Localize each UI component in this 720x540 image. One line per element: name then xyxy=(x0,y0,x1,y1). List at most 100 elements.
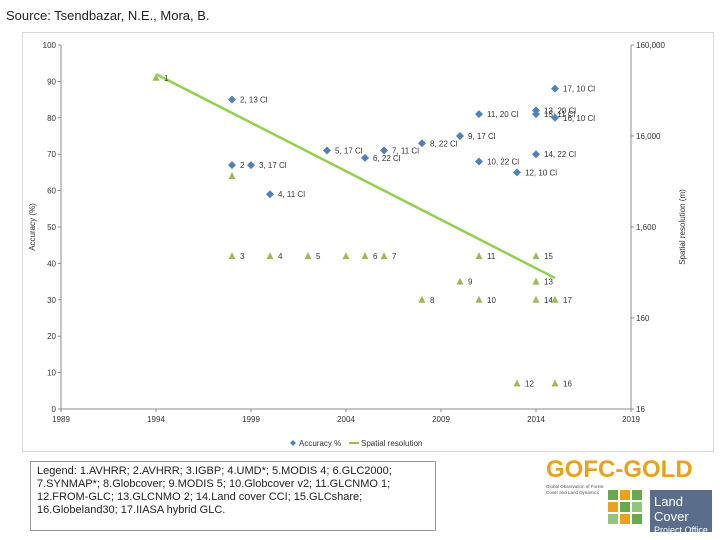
y-tick-label-left: 10 xyxy=(47,369,56,378)
y-tick-label-left: 40 xyxy=(47,259,56,268)
chart-area: 0 10 20 30 40 50 60 70 80 90 100 16 160 1,600 16,000 16… xyxy=(22,32,714,452)
accuracy-resolution-chart: 0102030405060708090100161601,60016,00016… xyxy=(28,41,687,448)
source-citation: Source: Tsendbazar, N.E., Mora, B. xyxy=(6,8,210,23)
accuracy-point-label: 15, 11 Cl xyxy=(544,110,576,119)
x-tick-label: 2009 xyxy=(432,415,450,424)
logo-band: Land Cover Project Office xyxy=(650,490,712,535)
accuracy-point-label: 16, 10 Cl xyxy=(563,114,595,123)
accuracy-point xyxy=(228,161,236,170)
spatial-resolution-point xyxy=(228,172,236,180)
spatial-resolution-point xyxy=(342,252,350,260)
y-tick-label-left: 0 xyxy=(52,405,57,414)
logo-band-line2: Project Office xyxy=(654,525,708,535)
leaf-grid-icon xyxy=(608,490,642,524)
logo-title: GOFC-GOLD xyxy=(546,456,693,483)
y-tick-label-left: 90 xyxy=(47,77,56,86)
spatial-resolution-point xyxy=(418,295,426,303)
spatial-resolution-point xyxy=(475,295,483,303)
spatial-point-label: 12 xyxy=(525,380,534,389)
accuracy-point xyxy=(456,132,464,140)
y-tick-label-right: 160 xyxy=(636,314,650,323)
spatial-point-label: 8 xyxy=(430,296,435,305)
y-tick-label-right: 160,000 xyxy=(636,41,665,50)
accuracy-point-label: 12, 10 Cl xyxy=(525,168,557,177)
logo-band-line1: Land Cover xyxy=(654,494,689,524)
accuracy-point xyxy=(228,95,236,104)
spatial-resolution-point xyxy=(266,252,274,260)
spatial-resolution-point xyxy=(361,252,369,260)
spatial-resolution-point xyxy=(513,379,521,387)
x-tick-label: 1994 xyxy=(147,415,165,424)
accuracy-point xyxy=(418,139,426,148)
legend-spatial-label: Spatial resolution xyxy=(361,439,422,448)
spatial-point-label: 1 xyxy=(164,74,169,83)
spatial-resolution-point xyxy=(532,252,540,260)
spatial-resolution-point xyxy=(228,252,236,260)
x-tick-label: 1999 xyxy=(242,415,260,424)
accuracy-point-label: 2 xyxy=(240,161,245,170)
y-tick-label-right: 16,000 xyxy=(636,132,661,141)
spatial-resolution-point xyxy=(456,277,464,285)
y-tick-label-left: 20 xyxy=(47,332,56,341)
y-tick-label-left: 100 xyxy=(43,41,57,50)
y-axis-title-right: Spatial resolution (m) xyxy=(678,189,687,265)
x-tick-label: 2014 xyxy=(527,415,545,424)
spatial-point-label: 7 xyxy=(392,252,397,261)
y-tick-label-right: 16 xyxy=(636,405,645,414)
trendline xyxy=(155,73,556,280)
accuracy-point-label: 11, 20 Cl xyxy=(487,110,519,119)
spatial-resolution-point xyxy=(532,277,540,285)
accuracy-point xyxy=(532,150,540,159)
y-tick-label-left: 30 xyxy=(47,296,56,305)
accuracy-point xyxy=(247,161,255,170)
spatial-point-label: 3 xyxy=(240,252,245,261)
spatial-point-label: 6 xyxy=(373,252,378,261)
y-tick-label-right: 1,600 xyxy=(636,223,657,232)
accuracy-point-label: 13, 20 Cl xyxy=(544,107,576,116)
accuracy-point xyxy=(475,157,483,166)
dataset-legend: Legend: 1.AVHRR; 2.AVHRR; 3.IGBP; 4.UMD*… xyxy=(30,461,436,531)
accuracy-point-label: 10, 22 Cl xyxy=(487,157,519,166)
spatial-point-label: 14 xyxy=(544,296,553,305)
spatial-resolution-point xyxy=(380,252,388,260)
spatial-point-label: 11 xyxy=(487,252,496,261)
accuracy-point-label: 2, 13 Cl xyxy=(240,96,268,105)
spatial-resolution-point xyxy=(551,379,559,387)
logo-subtitle: Global Observation of Forest Cover and L… xyxy=(546,484,604,495)
accuracy-point xyxy=(551,113,559,122)
accuracy-point xyxy=(551,84,559,93)
accuracy-point xyxy=(361,153,369,162)
spatial-point-label: 9 xyxy=(468,278,473,287)
accuracy-point xyxy=(513,168,521,177)
accuracy-point xyxy=(532,110,540,119)
x-tick-label: 1989 xyxy=(52,415,70,424)
spatial-point-label: 16 xyxy=(563,380,572,389)
y-tick-label-left: 50 xyxy=(47,223,56,232)
spatial-resolution-point xyxy=(304,252,312,260)
accuracy-point xyxy=(475,110,483,119)
accuracy-point-label: 9, 17 Cl xyxy=(468,132,496,141)
gofc-gold-logo: GOFC-GOLD Global Observation of Forest C… xyxy=(546,456,712,536)
accuracy-point-label: 8, 22 Cl xyxy=(430,139,458,148)
accuracy-point-label: 14, 22 Cl xyxy=(544,150,576,159)
accuracy-point-label: 7, 11 Cl xyxy=(392,147,419,156)
y-tick-label-left: 60 xyxy=(47,187,56,196)
spatial-point-label: 10 xyxy=(487,296,496,305)
y-tick-label-left: 70 xyxy=(47,150,56,159)
spatial-resolution-point xyxy=(475,252,483,260)
spatial-resolution-point xyxy=(551,295,559,303)
accuracy-point xyxy=(266,190,274,199)
accuracy-point xyxy=(380,146,388,155)
spatial-resolution-point xyxy=(532,295,540,303)
x-tick-label: 2004 xyxy=(337,415,355,424)
spatial-point-label: 5 xyxy=(316,252,321,261)
accuracy-point-label: 17, 10 Cl xyxy=(563,85,595,94)
spatial-point-label: 4 xyxy=(278,252,283,261)
accuracy-point-label: 6, 22 Cl xyxy=(373,154,401,163)
legend-accuracy-label: Accuracy % xyxy=(299,439,341,448)
spatial-point-label: 13 xyxy=(544,278,553,287)
accuracy-point-label: 4, 11 Cl xyxy=(278,190,305,199)
accuracy-point-label: 5, 17 Cl xyxy=(335,147,363,156)
spatial-point-label: 17 xyxy=(563,296,572,305)
x-tick-label: 2019 xyxy=(622,415,640,424)
